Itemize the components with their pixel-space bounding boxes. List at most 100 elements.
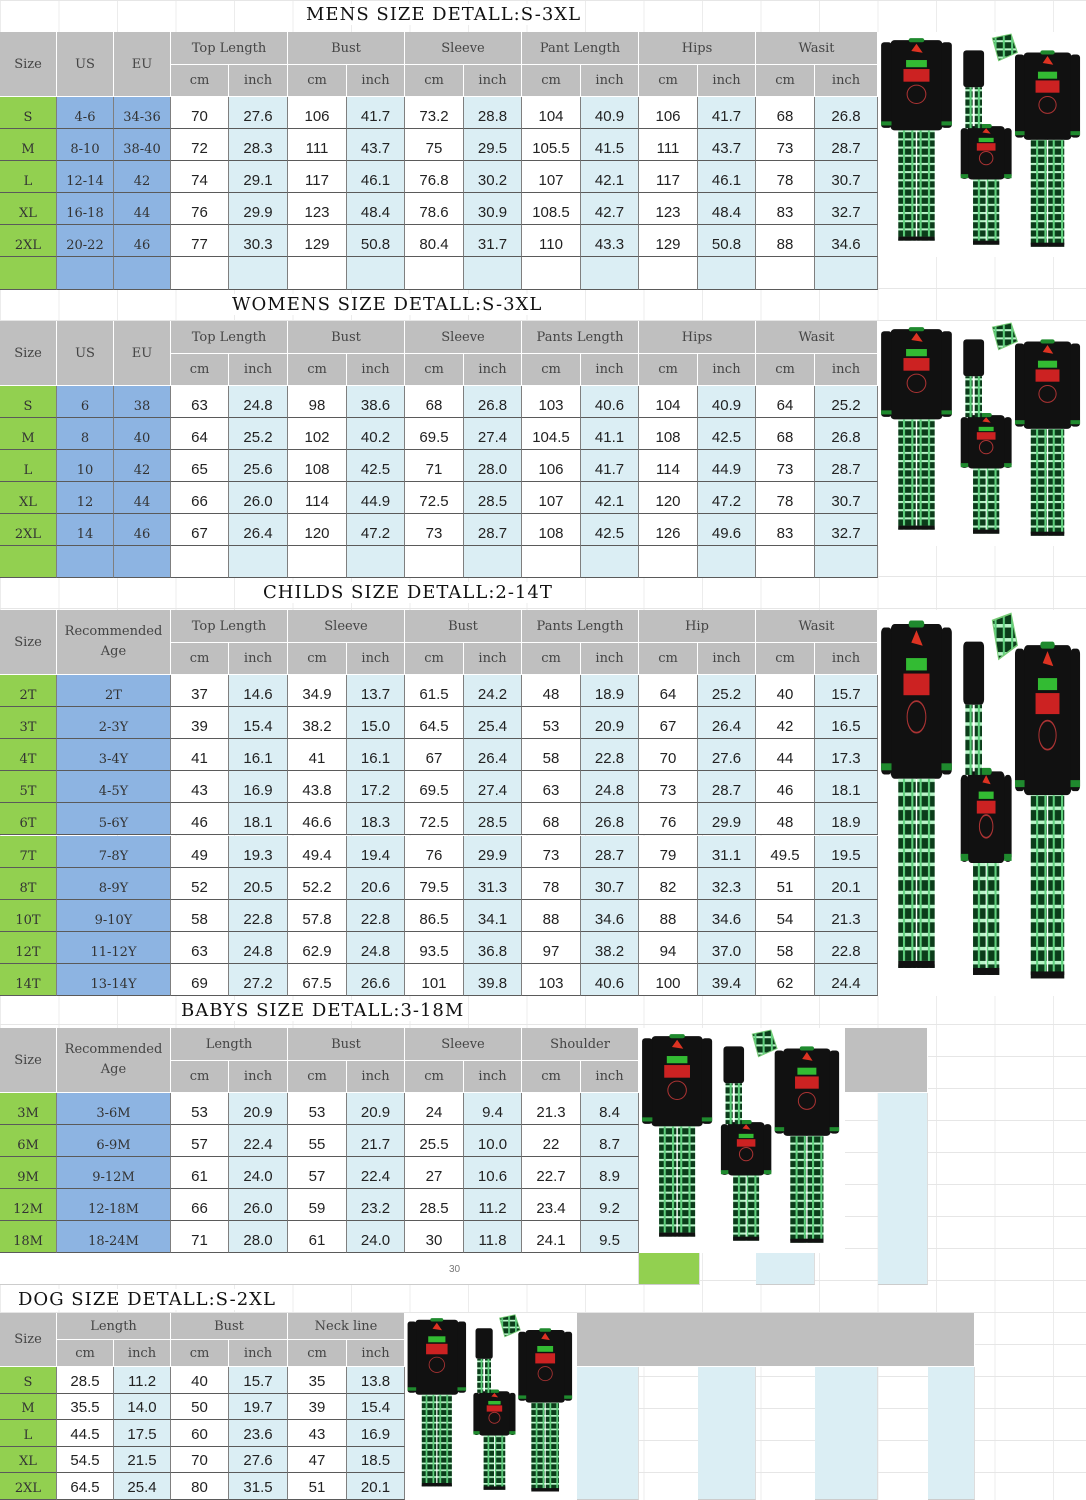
cm-value-cell: 66 — [171, 1189, 229, 1221]
unit-header-inch: inch — [464, 354, 522, 386]
inch-value-cell: 39.8 — [464, 963, 522, 996]
group-header-length: Length — [57, 1313, 171, 1340]
spreadsheet-cells — [0, 1253, 639, 1285]
inch-value-cell: 9.2 — [581, 1189, 639, 1221]
inch-value-cell: 25.4 — [114, 1473, 171, 1500]
cm-value-cell: 73 — [405, 514, 464, 546]
cm-value-cell: 123 — [288, 193, 347, 225]
blank-cell — [522, 546, 581, 578]
blank-cell — [57, 257, 114, 290]
unit-header-inch: inch — [464, 1061, 522, 1093]
fixed-value-cell: 14 — [57, 514, 114, 546]
column-header-eu: EU — [114, 321, 171, 386]
cm-value-cell: 73.2 — [405, 97, 464, 129]
unit-header-cm: cm — [756, 643, 815, 675]
inch-value-cell: 44.9 — [347, 482, 405, 514]
unit-header-inch: inch — [698, 354, 756, 386]
cm-value-cell: 108 — [288, 450, 347, 482]
inch-value-cell: 31.5 — [229, 1473, 288, 1500]
cm-value-cell: 54 — [756, 899, 815, 932]
dog-table-title: DOG SIZE DETALL:S-2XL — [18, 1289, 276, 1310]
inch-value-cell: 41.1 — [581, 418, 639, 450]
inch-value-cell: 24.0 — [229, 1157, 288, 1189]
cm-value-cell: 41 — [171, 739, 229, 772]
spreadsheet-cells — [639, 1253, 700, 1285]
inch-value-cell: 16.1 — [347, 739, 405, 772]
inch-value-cell: 43.7 — [698, 129, 756, 161]
fixed-value-cell: 40 — [114, 418, 171, 450]
fixed-value-cell: 5-6Y — [57, 803, 171, 836]
group-header-hip: Hip — [639, 610, 756, 643]
inch-value-cell: 22.8 — [347, 899, 405, 932]
cm-value-cell: 107 — [522, 161, 581, 193]
inch-value-cell: 17.2 — [347, 771, 405, 804]
size-cell: 8T — [0, 867, 57, 900]
size-cell: 2T — [0, 675, 57, 708]
group-header-sleeve: Sleeve — [405, 1028, 522, 1061]
inch-value-cell: 22.4 — [229, 1125, 288, 1157]
fixed-value-cell: 13-14Y — [57, 963, 171, 996]
page-number: 30 — [449, 1264, 461, 1275]
inch-value-cell: 18.1 — [815, 771, 878, 804]
inch-value-cell: 38.2 — [581, 931, 639, 964]
fixed-value-cell: 11-12Y — [57, 931, 171, 964]
unit-header-inch: inch — [581, 643, 639, 675]
unit-header-cm: cm — [522, 65, 581, 97]
inch-value-cell: 21.5 — [114, 1446, 171, 1474]
unit-header-inch: inch — [581, 1061, 639, 1093]
inch-value-cell: 48.4 — [347, 193, 405, 225]
group-header-pant-length: Pant Length — [522, 32, 639, 65]
cm-value-cell: 58 — [756, 931, 815, 964]
group-header-top-length: Top Length — [171, 321, 288, 354]
inch-value-cell: 25.6 — [229, 450, 288, 482]
inch-value-cell: 11.8 — [464, 1221, 522, 1253]
cm-value-cell: 106 — [522, 450, 581, 482]
inch-value-cell: 26.4 — [229, 514, 288, 546]
group-header-bust: Bust — [171, 1313, 288, 1340]
fixed-value-cell: 4-6 — [57, 97, 114, 129]
inch-value-cell: 27.4 — [464, 418, 522, 450]
size-cell: S — [0, 386, 57, 418]
cm-value-cell: 100 — [639, 963, 698, 996]
inch-value-cell: 19.4 — [347, 835, 405, 868]
inch-value-cell: 40.9 — [581, 97, 639, 129]
cm-value-cell: 40 — [171, 1367, 229, 1394]
pajama-family-illustration — [407, 1314, 573, 1492]
inch-value-cell: 29.9 — [464, 835, 522, 868]
inch-value-cell: 29.9 — [698, 803, 756, 836]
inch-value-cell: 40.9 — [698, 386, 756, 418]
column-header-eu: EU — [114, 32, 171, 97]
cm-value-cell: 70 — [171, 1446, 229, 1474]
inch-value-cell: 19.7 — [229, 1393, 288, 1421]
spreadsheet-cells — [845, 1028, 928, 1093]
cm-value-cell: 120 — [639, 482, 698, 514]
cm-value-cell: 57 — [171, 1125, 229, 1157]
inch-value-cell: 15.0 — [347, 707, 405, 740]
size-cell: S — [0, 1367, 57, 1394]
unit-header-inch: inch — [229, 354, 288, 386]
inch-value-cell: 27.4 — [464, 771, 522, 804]
inch-value-cell: 42.7 — [581, 193, 639, 225]
cm-value-cell: 104 — [639, 386, 698, 418]
inch-value-cell: 22.8 — [581, 739, 639, 772]
inch-value-cell: 29.5 — [464, 129, 522, 161]
size-cell: 14T — [0, 963, 57, 996]
fixed-value-cell: 3-4Y — [57, 739, 171, 772]
cm-value-cell: 52 — [171, 867, 229, 900]
blank-cell — [581, 257, 639, 290]
inch-value-cell: 42.1 — [581, 482, 639, 514]
size-cell: L — [0, 161, 57, 193]
fixed-value-cell: 9-10Y — [57, 899, 171, 932]
inch-value-cell: 27.6 — [229, 1446, 288, 1474]
blank-cell — [522, 257, 581, 290]
inch-value-cell: 17.5 — [114, 1420, 171, 1447]
unit-header-cm: cm — [171, 65, 229, 97]
spreadsheet-cells — [577, 1367, 639, 1500]
inch-value-cell: 20.9 — [581, 707, 639, 740]
size-cell: 6M — [0, 1125, 57, 1157]
cm-value-cell: 53 — [288, 1093, 347, 1125]
inch-value-cell: 16.1 — [229, 739, 288, 772]
inch-value-cell: 27.6 — [698, 739, 756, 772]
inch-value-cell: 31.7 — [464, 225, 522, 257]
group-header-bust: Bust — [288, 321, 405, 354]
